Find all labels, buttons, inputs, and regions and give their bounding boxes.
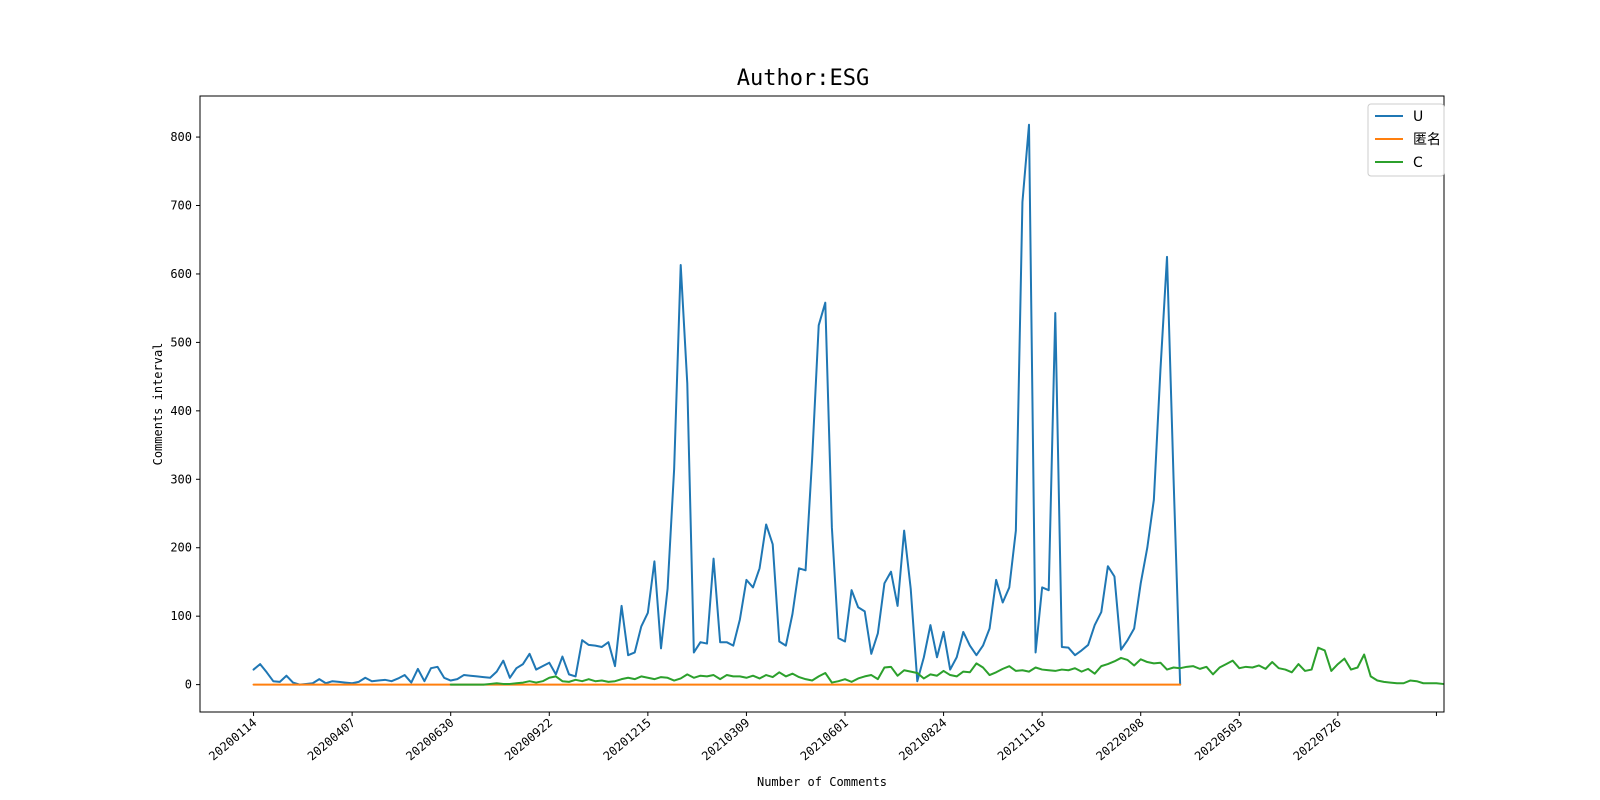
y-tick-label: 400 xyxy=(170,404,192,418)
legend-entry: 匿名 xyxy=(1413,132,1441,148)
y-tick-label: 0 xyxy=(185,678,192,692)
y-tick-label: 300 xyxy=(170,472,192,486)
legend-entry: C xyxy=(1413,155,1423,171)
y-tick-label: 600 xyxy=(170,267,192,281)
legend-entry: U xyxy=(1413,109,1423,125)
series-layer xyxy=(252,123,1445,686)
y-tick-label: 500 xyxy=(170,335,192,349)
legend: U 匿名 C xyxy=(1367,103,1445,177)
series-line-1 xyxy=(252,123,1182,686)
plot-frame xyxy=(199,95,1445,713)
y-tick-label: 200 xyxy=(170,541,192,555)
y-tick-label: 700 xyxy=(170,199,192,213)
series-line-3 xyxy=(449,646,1445,686)
legend-box xyxy=(1367,103,1445,177)
y-axis-label: Comments interval xyxy=(151,343,165,466)
y-tick-label: 100 xyxy=(170,609,192,623)
x-axis-label: Number of Comments xyxy=(757,775,887,789)
y-tick-label: 800 xyxy=(170,130,192,144)
chart-title: Author:ESG xyxy=(737,66,869,91)
